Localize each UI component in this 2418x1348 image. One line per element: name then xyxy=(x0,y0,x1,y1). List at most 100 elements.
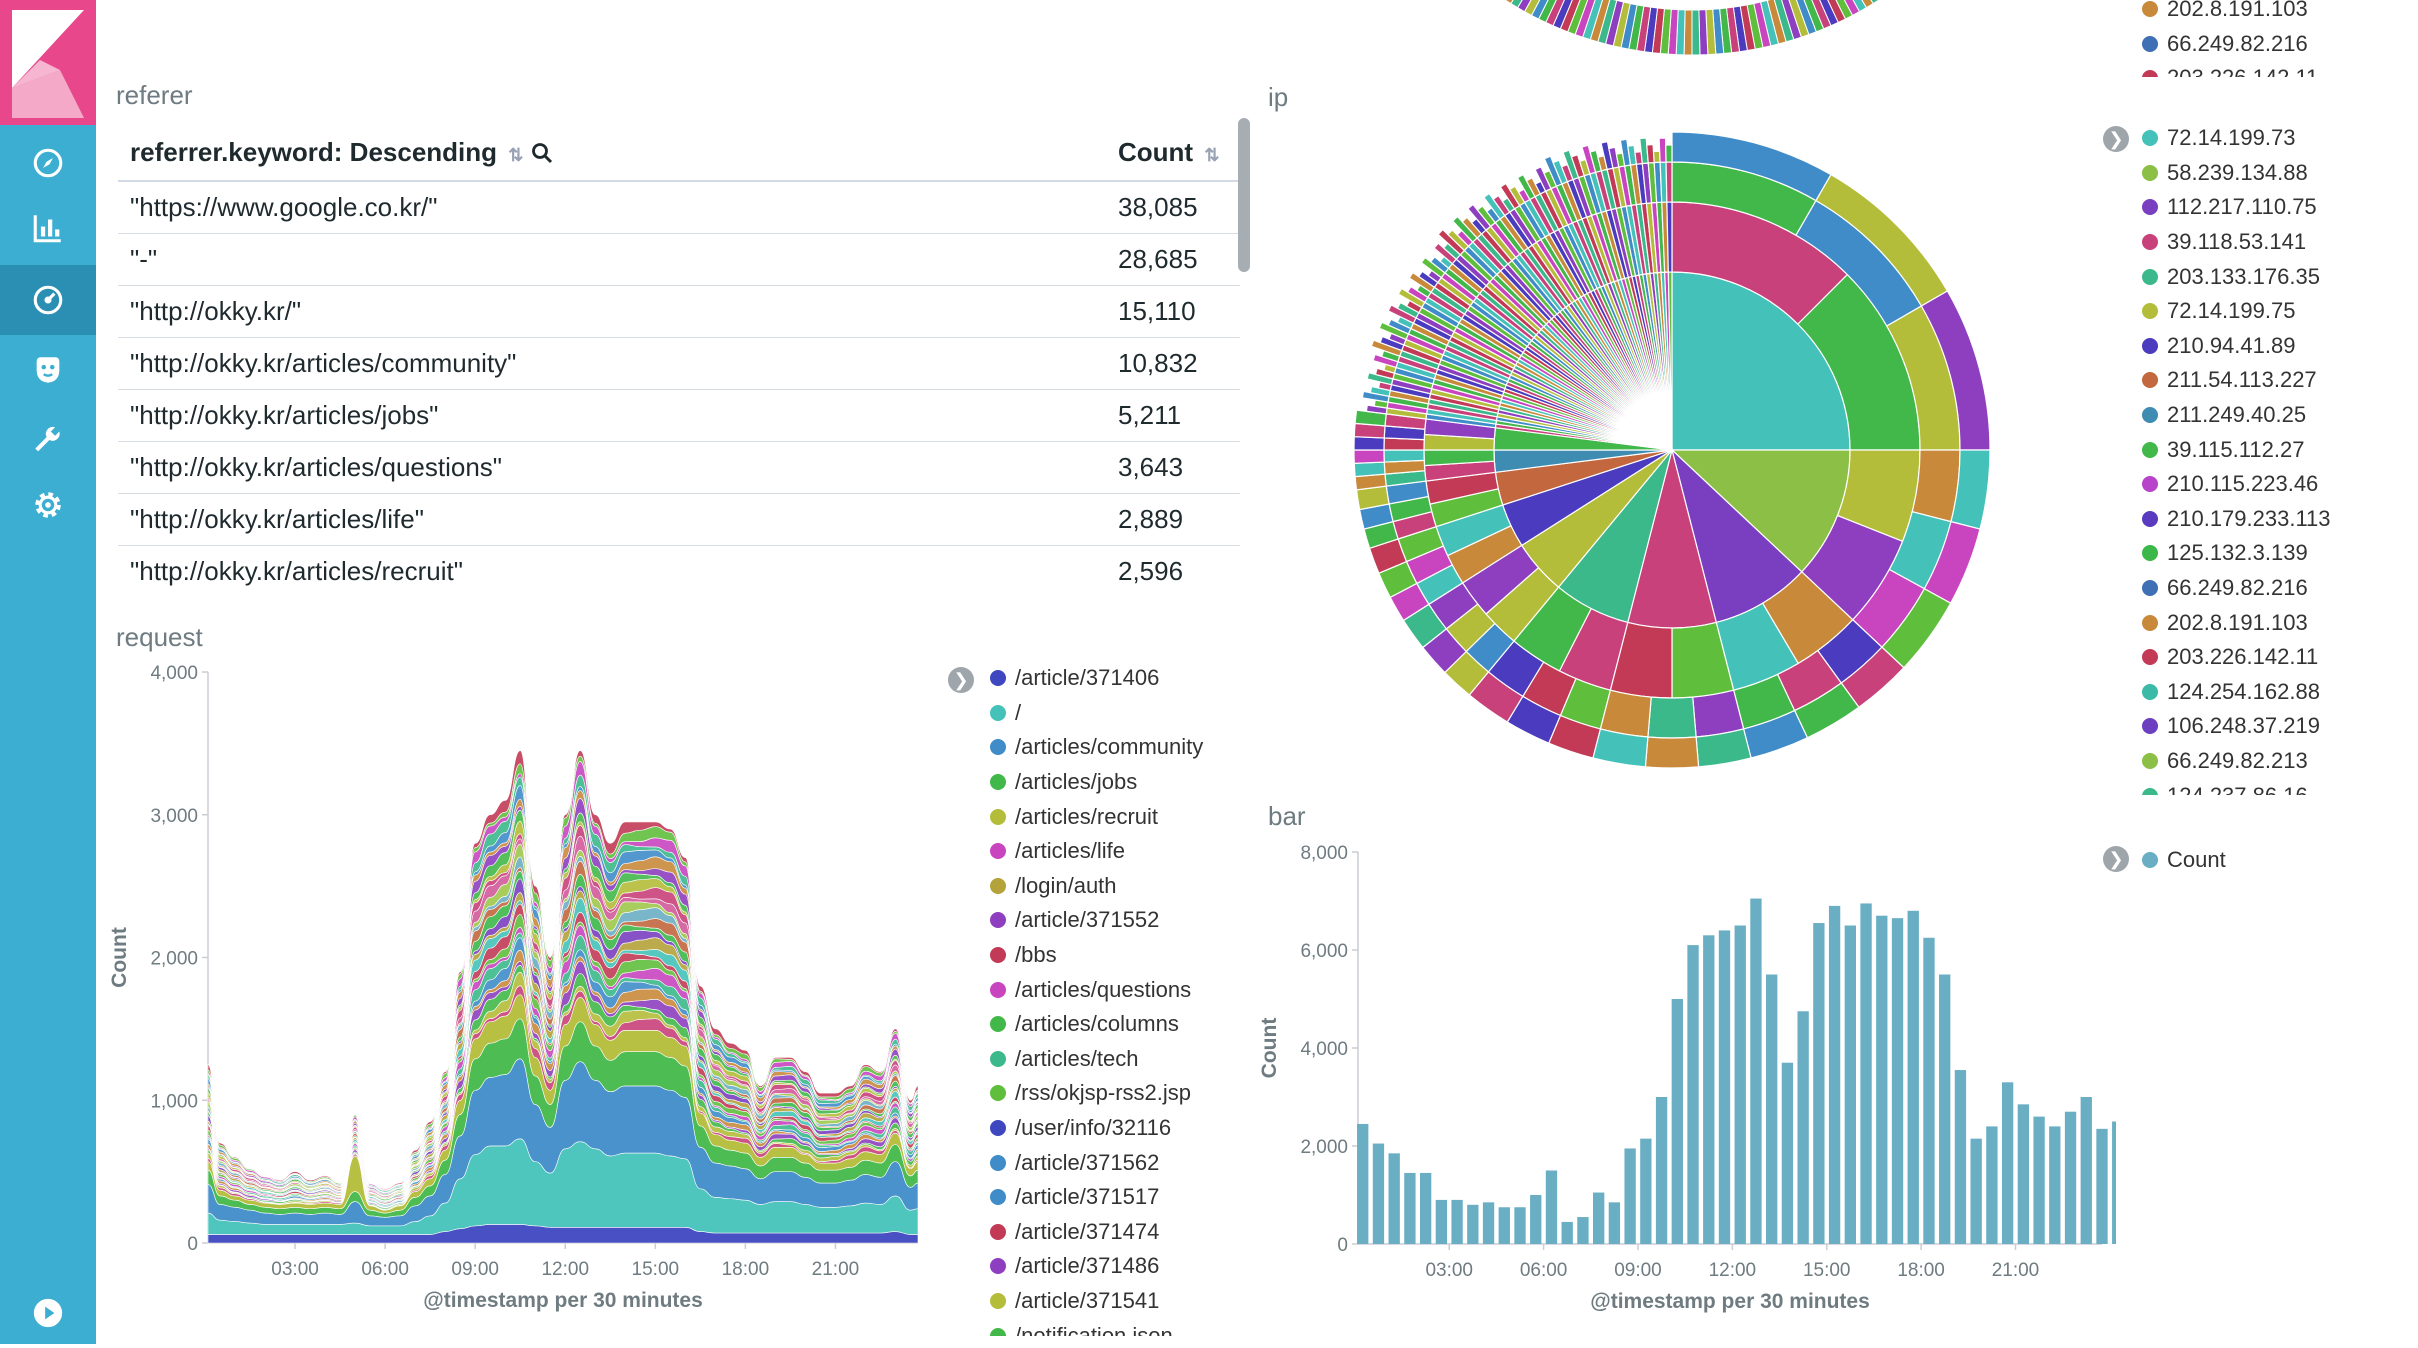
bar[interactable] xyxy=(1545,1170,1558,1245)
legend-item[interactable]: /article/371552 xyxy=(990,903,1203,938)
legend-item[interactable]: /article/371541 xyxy=(990,1284,1203,1319)
bar[interactable] xyxy=(1655,1097,1668,1244)
pie-ring-slice[interactable] xyxy=(1665,144,1673,163)
bar[interactable] xyxy=(1813,923,1825,1244)
pie-ring-slice[interactable] xyxy=(1383,449,1425,463)
bar[interactable] xyxy=(1404,1172,1416,1244)
legend-item[interactable]: 124.237.86.16 xyxy=(2142,778,2331,795)
nav-dashboard[interactable] xyxy=(0,265,96,335)
bar[interactable] xyxy=(1954,1070,1967,1244)
legend-item[interactable]: 39.118.53.141 xyxy=(2142,225,2331,260)
bar[interactable] xyxy=(1498,1207,1510,1244)
area-series-layer[interactable] xyxy=(207,750,919,1190)
bar[interactable] xyxy=(1687,945,1699,1244)
legend-item[interactable]: 39.115.112.27 xyxy=(2142,432,2331,467)
legend-item[interactable]: Count xyxy=(2142,843,2226,878)
bar[interactable] xyxy=(1970,1138,1982,1244)
bar[interactable] xyxy=(1577,1217,1589,1244)
bar[interactable] xyxy=(1419,1172,1432,1244)
nav-discover[interactable] xyxy=(0,128,96,198)
legend-item[interactable]: /articles/recruit xyxy=(990,799,1203,834)
nav-timelion[interactable] xyxy=(0,335,96,405)
bar[interactable] xyxy=(1986,1126,1998,1244)
table-row[interactable]: "http://okky.kr/articles/jobs" 5,211 xyxy=(118,389,1240,442)
pie-ring-slice[interactable] xyxy=(1353,436,1385,451)
pie-ring-slice[interactable] xyxy=(1666,201,1673,273)
kibana-logo[interactable] xyxy=(0,0,96,125)
legend-item[interactable]: 66.249.82.216 xyxy=(2142,27,2318,62)
bar[interactable] xyxy=(2064,1111,2077,1244)
legend-item[interactable]: 202.8.191.103 xyxy=(2142,605,2331,640)
legend-item[interactable]: 125.132.3.139 xyxy=(2142,536,2331,571)
bar[interactable] xyxy=(1891,918,1904,1244)
bar[interactable] xyxy=(2112,1121,2116,1245)
pie-ring-slice[interactable] xyxy=(1647,696,1697,739)
bar[interactable] xyxy=(1750,898,1762,1244)
legend-toggle-bar[interactable]: ❯ xyxy=(2103,846,2129,872)
legend-item[interactable]: /article/371474 xyxy=(990,1215,1203,1250)
legend-item[interactable]: /articles/columns xyxy=(990,1007,1203,1042)
legend-item[interactable]: /articles/tech xyxy=(990,1042,1203,1077)
bar[interactable] xyxy=(1923,937,1935,1244)
legend-item[interactable]: /rss/okjsp-rss2.jsp xyxy=(990,1076,1203,1111)
legend-item[interactable]: 58.239.134.88 xyxy=(2142,156,2331,191)
legend-item[interactable]: /article/371562 xyxy=(990,1145,1203,1180)
bar[interactable] xyxy=(2001,1082,2014,1244)
bar[interactable] xyxy=(1907,910,1919,1244)
legend-item[interactable]: 210.94.41.89 xyxy=(2142,329,2331,364)
table-row[interactable]: "http://okky.kr/articles/recruit" 2,596 xyxy=(118,545,1240,594)
legend-item[interactable]: 203.133.176.35 xyxy=(2142,259,2331,294)
sort-icon[interactable]: ⇅ xyxy=(508,144,524,165)
legend-item[interactable]: 66.249.82.216 xyxy=(2142,571,2331,606)
legend-item[interactable]: /articles/jobs xyxy=(990,765,1203,800)
legend-item[interactable]: /article/371517 xyxy=(990,1180,1203,1215)
bar[interactable] xyxy=(1797,1011,1809,1244)
legend-item[interactable]: 203.226.142.11 xyxy=(2142,61,2318,77)
pie-ring-slice[interactable] xyxy=(1353,461,1386,478)
pie-ring-slice[interactable] xyxy=(1644,736,1700,769)
pie-ring-slice[interactable] xyxy=(1504,0,1534,5)
pie-ring-slice[interactable] xyxy=(1691,9,1701,56)
bar[interactable] xyxy=(1608,1202,1621,1244)
nav-collapse[interactable] xyxy=(0,1278,96,1348)
table-scrollbar[interactable] xyxy=(1238,118,1250,272)
legend-item[interactable]: 124.254.162.88 xyxy=(2142,675,2331,710)
bar[interactable] xyxy=(1844,925,1856,1245)
legend-item[interactable]: 202.8.191.103 xyxy=(2142,0,2318,27)
bar[interactable] xyxy=(1860,903,1872,1244)
pie-ring-slice[interactable] xyxy=(1353,449,1385,464)
table-row[interactable]: "http://okky.kr/articles/questions" 3,643 xyxy=(118,441,1240,494)
search-icon[interactable] xyxy=(531,142,553,164)
nav-dev-tools[interactable] xyxy=(0,405,96,475)
nav-management[interactable] xyxy=(0,470,96,540)
legend-item[interactable]: / xyxy=(990,696,1203,731)
bar[interactable] xyxy=(1781,1062,1794,1244)
legend-item[interactable]: 211.54.113.227 xyxy=(2142,363,2331,398)
bar[interactable] xyxy=(1435,1199,1448,1244)
table-row[interactable]: "http://okky.kr/articles/life" 2,889 xyxy=(118,493,1240,546)
legend-item[interactable]: /articles/community xyxy=(990,730,1203,765)
legend-item[interactable]: 210.179.233.113 xyxy=(2142,502,2331,537)
bar[interactable] xyxy=(2080,1097,2092,1244)
bar[interactable] xyxy=(1514,1207,1526,1244)
bar[interactable] xyxy=(1703,935,1715,1244)
legend-item[interactable]: /articles/questions xyxy=(990,972,1203,1007)
bar[interactable] xyxy=(1592,1192,1605,1244)
legend-item[interactable]: /notification.json xyxy=(990,1318,1203,1336)
legend-item[interactable]: /articles/life xyxy=(990,834,1203,869)
bar[interactable] xyxy=(1388,1153,1400,1244)
bar[interactable] xyxy=(1482,1202,1495,1244)
nav-visualize[interactable] xyxy=(0,193,96,263)
legend-item[interactable]: 66.249.82.213 xyxy=(2142,744,2331,779)
legend-item[interactable]: 211.249.40.25 xyxy=(2142,398,2331,433)
table-row[interactable]: "-" 28,685 xyxy=(118,233,1240,286)
bar[interactable] xyxy=(1939,974,1951,1245)
bar[interactable] xyxy=(2033,1116,2045,1244)
legend-toggle-ip[interactable]: ❯ xyxy=(2103,126,2129,152)
bar[interactable] xyxy=(1671,999,1683,1244)
legend-item[interactable]: 210.115.223.46 xyxy=(2142,467,2331,502)
legend-item[interactable]: 106.248.37.219 xyxy=(2142,709,2331,744)
legend-item[interactable]: /article/371486 xyxy=(990,1249,1203,1284)
pie-ring-slice[interactable] xyxy=(1658,137,1667,163)
pie-ring-slice[interactable] xyxy=(1692,689,1745,738)
